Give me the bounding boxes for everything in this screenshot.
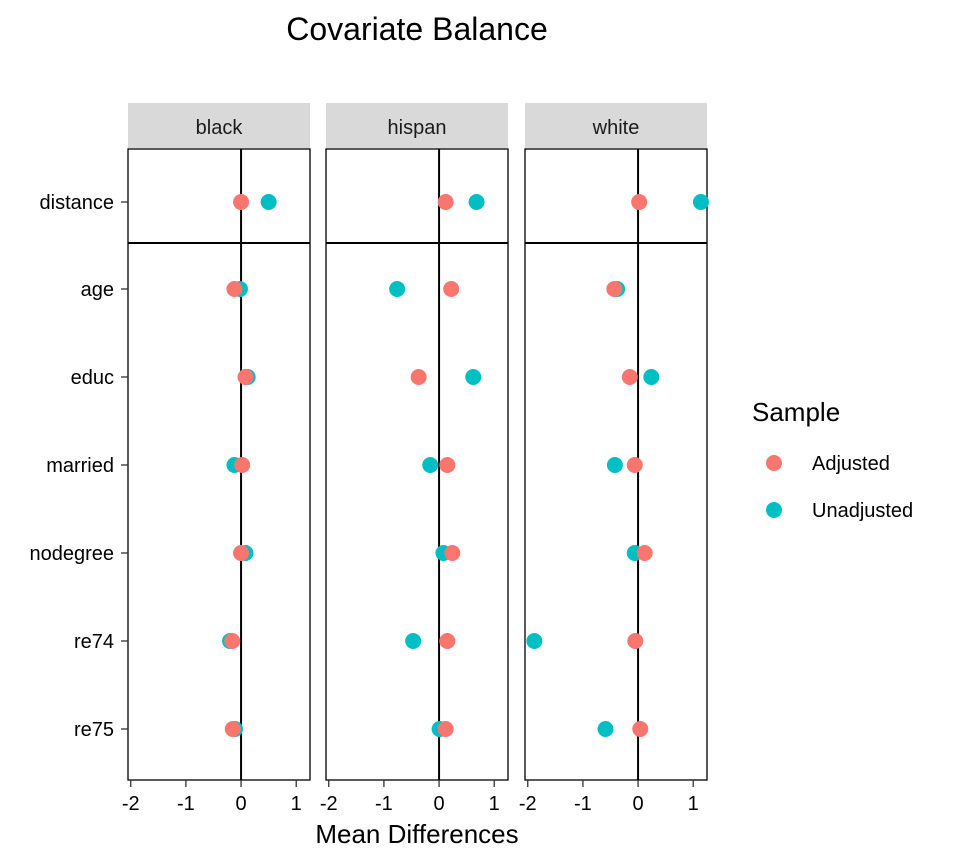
strip-label-white: white (592, 117, 640, 139)
legend-key-unadjusted (766, 502, 782, 518)
point-unadjusted-distance (692, 194, 709, 210)
x-tick-label: 1 (489, 793, 500, 815)
point-adjusted-age (226, 281, 243, 297)
y-tick-label-age: age (81, 279, 114, 301)
point-adjusted-educ (621, 369, 638, 385)
point-adjusted-educ (410, 369, 427, 385)
x-tick-label: 0 (235, 793, 246, 815)
point-adjusted-re75 (632, 721, 649, 737)
x-tick-label: 0 (433, 793, 444, 815)
point-adjusted-re74 (439, 633, 456, 649)
point-unadjusted-married (606, 457, 623, 473)
point-adjusted-distance (631, 194, 648, 210)
legend-key-adjusted (766, 455, 782, 471)
panel-border-white (524, 148, 708, 781)
point-adjusted-educ (237, 369, 254, 385)
facet-panels: black -2 -1 0 1 hispan -2 -1 0 1 white -2 -1 0 1 (122, 103, 709, 815)
strip-black (128, 103, 310, 148)
x-tick-label: -2 (122, 793, 140, 815)
y-tick-label-re74: re74 (74, 631, 114, 653)
point-adjusted-nodegree (636, 545, 653, 561)
x-tick-label: -2 (320, 793, 338, 815)
point-adjusted-age (443, 281, 460, 297)
legend-label-unadjusted: Unadjusted (812, 500, 913, 522)
strip-hispan (326, 103, 508, 148)
x-tick-label: -1 (574, 793, 592, 815)
point-unadjusted-educ (465, 369, 482, 385)
y-tick-label-educ: educ (71, 367, 114, 389)
point-adjusted-re75 (437, 721, 454, 737)
x-axis-title: Mean Differences (315, 819, 518, 849)
point-adjusted-age (606, 281, 623, 297)
x-tick-label: 0 (632, 793, 643, 815)
point-unadjusted-re74 (526, 633, 543, 649)
point-adjusted-nodegree (444, 545, 461, 561)
point-unadjusted-distance (260, 194, 277, 210)
panel-hispan: hispan -2 -1 0 1 (320, 103, 509, 815)
point-unadjusted-married (422, 457, 439, 473)
point-unadjusted-age (389, 281, 406, 297)
panel-border-hispan (325, 148, 509, 781)
x-tick-label: -1 (177, 793, 195, 815)
point-unadjusted-distance (468, 194, 485, 210)
point-adjusted-re74 (224, 633, 241, 649)
y-tick-label-re75: re75 (74, 719, 114, 741)
point-adjusted-distance (233, 194, 250, 210)
point-adjusted-re74 (627, 633, 644, 649)
point-adjusted-re75 (224, 721, 241, 737)
y-tick-label-nodegree: nodegree (29, 543, 114, 565)
y-tick-label-distance: distance (40, 192, 115, 214)
strip-label-hispan: hispan (388, 117, 447, 139)
strip-white (525, 103, 707, 148)
legend: Sample Adjusted Unadjusted (752, 397, 913, 522)
point-adjusted-distance (437, 194, 454, 210)
x-tick-label: -2 (519, 793, 537, 815)
x-tick-label: 1 (688, 793, 699, 815)
panel-white: white -2 -1 0 1 (519, 103, 709, 815)
chart-title: Covariate Balance (286, 11, 547, 47)
point-unadjusted-re75 (597, 721, 614, 737)
legend-label-adjusted: Adjusted (812, 453, 890, 475)
point-unadjusted-educ (643, 369, 660, 385)
point-adjusted-married (439, 457, 456, 473)
x-tick-label: -1 (375, 793, 393, 815)
y-tick-label-married: married (46, 455, 114, 477)
panel-black: black -2 -1 0 1 (122, 103, 311, 815)
point-unadjusted-re74 (405, 633, 422, 649)
point-adjusted-nodegree (233, 545, 250, 561)
legend-title: Sample (752, 397, 840, 427)
point-adjusted-married (234, 457, 251, 473)
y-axis: distance age educ married nodegree re74 re75 (29, 192, 128, 741)
x-tick-label: 1 (291, 793, 302, 815)
strip-label-black: black (196, 117, 244, 139)
point-adjusted-married (626, 457, 643, 473)
